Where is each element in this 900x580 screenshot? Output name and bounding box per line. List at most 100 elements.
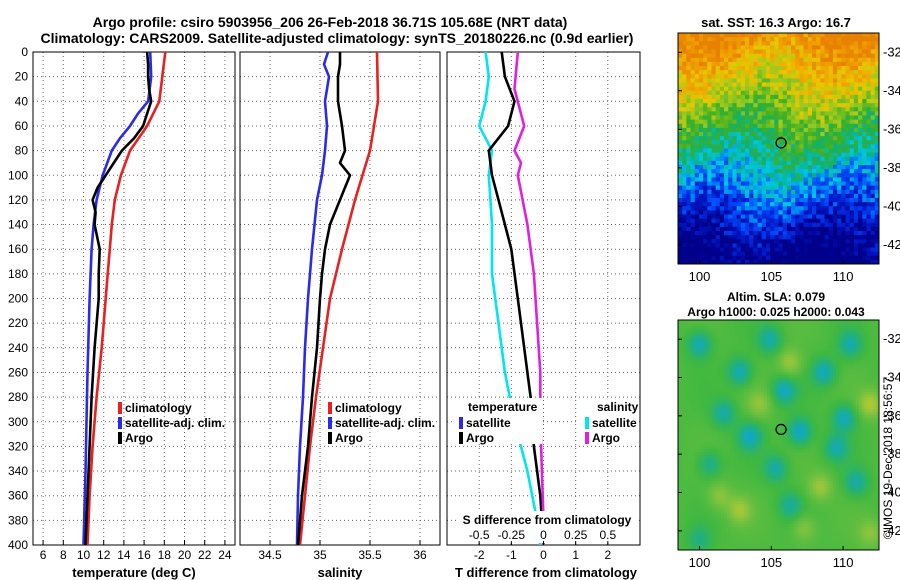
map-cell	[765, 169, 771, 174]
map-cell	[753, 66, 758, 71]
map-cell	[741, 328, 745, 332]
map-cell	[698, 432, 702, 436]
map-cell	[715, 111, 721, 116]
map-cell	[732, 255, 738, 261]
map-cell	[680, 515, 685, 519]
map-cell	[845, 123, 851, 129]
secondary-tick-label: -0.25	[498, 528, 526, 542]
map-cell	[692, 334, 696, 338]
map-cell	[832, 115, 838, 121]
map-cell	[744, 527, 748, 531]
map-cell	[698, 243, 704, 248]
map-cell	[791, 127, 796, 133]
map-cell	[757, 202, 763, 207]
map-cell	[703, 481, 708, 485]
map-cell	[695, 443, 699, 447]
map-cell	[692, 463, 696, 468]
map-cell	[732, 86, 738, 92]
map-cell	[732, 354, 736, 358]
map-cell	[820, 45, 825, 50]
map-cell	[683, 535, 688, 539]
map-cell	[719, 198, 725, 203]
map-cell	[732, 529, 736, 534]
map-cell	[703, 343, 708, 347]
map-cell	[712, 532, 716, 537]
map-cell	[686, 255, 691, 261]
map-cell	[732, 535, 736, 539]
map-cell	[816, 251, 821, 257]
map-cell	[689, 386, 693, 390]
map-cell	[678, 169, 683, 174]
map-cell	[845, 136, 851, 141]
map-cell	[803, 123, 809, 129]
map-cell	[694, 259, 700, 265]
map-cell	[849, 45, 855, 50]
map-cell	[765, 218, 771, 224]
map-cell	[744, 325, 748, 330]
map-cell	[721, 466, 725, 470]
x-tick-label: 14	[117, 548, 131, 562]
map-cell	[698, 414, 702, 419]
map-cell	[824, 210, 830, 215]
map-cell	[845, 57, 851, 63]
map-cell	[845, 235, 851, 240]
map-cell	[698, 409, 702, 413]
map-cell	[866, 173, 872, 178]
map-cell	[732, 518, 736, 522]
map-cell	[803, 251, 809, 257]
map-cell	[680, 334, 685, 338]
map-cell	[740, 132, 746, 137]
map-cell	[726, 414, 731, 419]
map-cell	[782, 148, 788, 154]
map-cell	[741, 420, 745, 424]
map-cell	[715, 446, 719, 450]
map-cell	[695, 337, 699, 341]
map-cell	[723, 406, 728, 410]
map-cell	[706, 492, 710, 496]
map-cell	[732, 420, 736, 424]
map-cell	[718, 334, 722, 338]
map-cell	[700, 472, 705, 476]
map-cell	[715, 348, 719, 353]
map-cell	[740, 259, 746, 265]
map-cell	[736, 53, 742, 59]
map-cell	[770, 111, 775, 116]
map-cell	[698, 185, 704, 191]
map-cell	[807, 41, 813, 46]
map-cell	[807, 239, 813, 244]
map-cell	[741, 458, 745, 462]
map-cell	[692, 377, 696, 381]
map-cell	[791, 226, 796, 232]
map-cell	[715, 357, 719, 361]
map-cell	[706, 541, 710, 545]
map-cell	[832, 185, 838, 191]
map-cell	[678, 440, 682, 445]
map-cell	[719, 41, 725, 46]
map-cell	[711, 78, 717, 83]
map-cell	[706, 489, 710, 493]
map-cell	[678, 538, 682, 542]
map-cell	[820, 99, 825, 104]
map-cell	[765, 222, 771, 228]
map-cell	[745, 152, 750, 158]
map-cell	[698, 489, 702, 493]
map-cell	[700, 340, 705, 344]
map-cell	[791, 41, 796, 46]
map-cell	[736, 165, 742, 170]
map-cell	[686, 243, 691, 248]
map-cell	[718, 426, 722, 430]
map-cell	[719, 206, 725, 211]
map-cell	[706, 328, 710, 332]
map-cell	[761, 123, 767, 129]
map-cell	[698, 239, 704, 244]
map-cell	[683, 469, 688, 473]
map-cell	[845, 251, 851, 257]
map-cell	[678, 368, 682, 373]
map-cell	[712, 420, 716, 424]
map-cell	[824, 198, 830, 203]
map-cell	[707, 78, 712, 83]
map-cell	[712, 368, 716, 373]
map-cell	[678, 472, 682, 476]
map-cell	[686, 547, 690, 551]
map-cell	[680, 397, 685, 401]
